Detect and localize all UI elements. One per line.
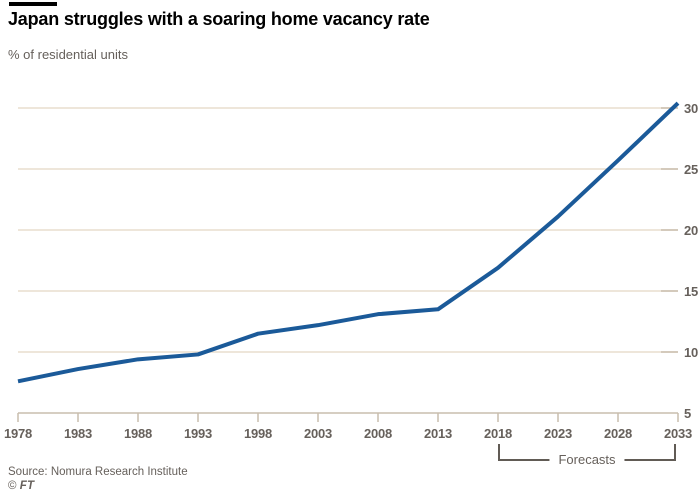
vacancy-rate-series-line — [17, 101, 680, 384]
x-axis-label-2008: 2008 — [364, 426, 392, 441]
x-axis-label-2028: 2028 — [604, 426, 632, 441]
x-axis-label-1978: 1978 — [4, 426, 32, 441]
x-axis-label-2003: 2003 — [304, 426, 332, 441]
x-axis-label-1993: 1993 — [184, 426, 212, 441]
x-axis-label-1988: 1988 — [124, 426, 152, 441]
forecast-label: Forecasts — [549, 452, 625, 468]
y-axis-label-30: 30 — [684, 101, 698, 116]
x-axis-label-2018: 2018 — [484, 426, 512, 441]
copyright-symbol: © — [8, 480, 17, 492]
ft-credit-name: FT — [19, 480, 35, 492]
chart-title: Japan struggles with a soaring home vaca… — [8, 9, 430, 29]
forecast-bracket: Forecasts — [498, 444, 676, 468]
ft-credit: © FT — [8, 480, 34, 492]
source-note: Source: Nomura Research Institute — [8, 466, 188, 478]
y-axis-label-15: 15 — [684, 284, 698, 299]
y-axis-label-20: 20 — [684, 223, 698, 238]
y-axis-label-10: 10 — [684, 345, 698, 360]
x-axis-label-2033: 2033 — [664, 426, 692, 441]
x-axis-label-2023: 2023 — [544, 426, 572, 441]
x-axis-label-2013: 2013 — [424, 426, 452, 441]
title-accent-bar — [9, 2, 57, 6]
y-axis-label-25: 25 — [684, 162, 698, 177]
x-axis-label-1983: 1983 — [64, 426, 92, 441]
y-axis-label-5: 5 — [684, 406, 691, 421]
x-axis-label-1998: 1998 — [244, 426, 272, 441]
chart-subtitle: % of residential units — [8, 47, 128, 62]
